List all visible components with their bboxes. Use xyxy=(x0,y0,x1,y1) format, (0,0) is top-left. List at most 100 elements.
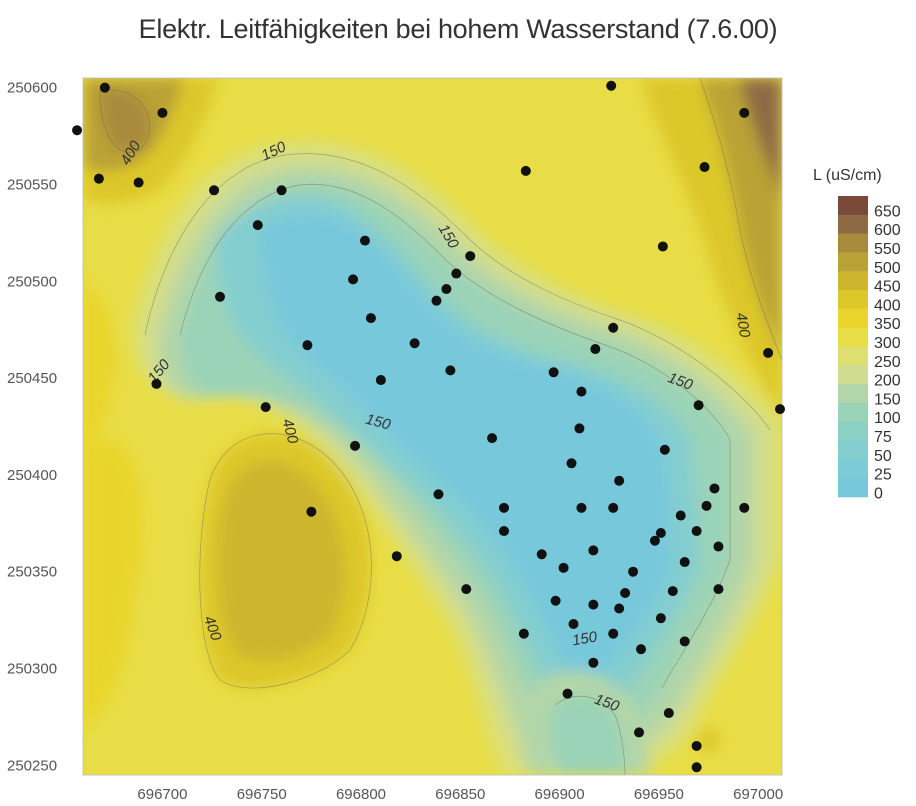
measurement-point xyxy=(365,313,376,324)
measurement-point xyxy=(441,284,452,295)
legend-swatch xyxy=(838,252,868,272)
legend-swatch xyxy=(838,196,868,216)
measurement-point xyxy=(391,551,402,562)
y-axis: 250250 250300 250350 250400 250450 250500 2505… xyxy=(7,80,57,775)
measurement-point xyxy=(433,489,444,500)
y-tick-label: 250400 xyxy=(7,467,57,484)
legend-swatch xyxy=(838,290,868,310)
measurement-point xyxy=(775,404,786,415)
y-tick-label: 250450 xyxy=(7,370,57,387)
y-tick-label: 250550 xyxy=(7,176,57,193)
x-tick-label: 696700 xyxy=(137,786,187,803)
legend-label: 500 xyxy=(874,260,901,277)
legend-label: 550 xyxy=(874,241,901,258)
y-tick-label: 250300 xyxy=(7,661,57,678)
legend-label: 200 xyxy=(874,373,901,390)
measurement-point xyxy=(679,557,690,568)
measurement-point xyxy=(691,762,702,773)
measurement-point xyxy=(348,274,359,285)
measurement-point xyxy=(576,502,587,513)
x-tick-label: 696750 xyxy=(237,786,287,803)
measurement-point xyxy=(614,475,625,486)
measurement-point xyxy=(518,628,529,639)
legend-label: 100 xyxy=(874,410,901,427)
measurement-point xyxy=(667,586,678,597)
measurement-point xyxy=(590,344,601,355)
legend-label: 75 xyxy=(874,429,892,446)
legend-swatch xyxy=(838,346,868,366)
measurement-point xyxy=(350,440,361,451)
legend-swatch xyxy=(838,271,868,291)
x-tick-label: 696950 xyxy=(634,786,684,803)
measurement-point xyxy=(133,177,144,188)
measurement-point xyxy=(151,378,162,389)
measurement-point xyxy=(691,526,702,537)
legend-swatch xyxy=(838,233,868,253)
measurement-point xyxy=(536,549,547,560)
measurement-point xyxy=(636,644,647,655)
chart-title: Elektr. Leitfähigkeiten bei hohem Wasser… xyxy=(138,14,778,44)
measurement-point xyxy=(763,347,774,358)
measurement-point xyxy=(375,375,386,386)
legend-label: 600 xyxy=(874,222,901,239)
legend-label: 350 xyxy=(874,316,901,333)
x-tick-label: 697000 xyxy=(733,786,783,803)
legend-label: 25 xyxy=(874,467,892,484)
contour-label: 150 xyxy=(571,628,599,649)
measurement-points xyxy=(72,80,786,773)
measurement-point xyxy=(739,502,750,513)
measurement-point xyxy=(431,295,442,306)
plot-frame xyxy=(82,77,783,776)
measurement-point xyxy=(659,444,670,455)
measurement-point xyxy=(679,636,690,647)
measurement-point xyxy=(93,173,104,184)
legend-swatch xyxy=(838,308,868,329)
measurement-point xyxy=(306,506,317,517)
legend-swatch xyxy=(838,365,868,385)
measurement-point xyxy=(649,535,660,546)
measurement-point xyxy=(614,603,625,614)
measurement-point xyxy=(713,584,724,595)
measurement-point xyxy=(302,340,313,351)
legend-label: 50 xyxy=(874,448,892,465)
legend-swatch xyxy=(838,440,868,460)
legend-label: 300 xyxy=(874,335,901,352)
legend-label: 400 xyxy=(874,297,901,314)
y-tick-label: 250350 xyxy=(7,564,57,581)
legend-label: 650 xyxy=(874,203,901,220)
x-tick-label: 696850 xyxy=(435,786,485,803)
measurement-point xyxy=(72,125,83,136)
legend-swatch xyxy=(838,214,868,235)
measurement-point xyxy=(558,562,569,573)
measurement-point xyxy=(675,510,686,521)
measurement-point xyxy=(215,291,226,302)
measurement-point xyxy=(548,367,559,378)
legend-label: 0 xyxy=(874,485,883,502)
measurement-point xyxy=(620,588,631,599)
legend-swatch xyxy=(838,459,868,479)
measurement-point xyxy=(608,322,619,333)
measurement-point xyxy=(252,220,263,231)
measurement-point xyxy=(498,502,509,513)
legend-label: 150 xyxy=(874,391,901,408)
y-tick-label: 250250 xyxy=(7,757,57,774)
x-axis: 696700 696750 696800 696850 696900 696950 6970… xyxy=(137,786,783,803)
measurement-point xyxy=(588,599,599,610)
measurement-point xyxy=(657,241,668,252)
measurement-point xyxy=(699,162,710,173)
legend-title: L (uS/cm) xyxy=(813,167,882,184)
measurement-point xyxy=(576,386,587,397)
measurement-point xyxy=(276,185,287,196)
measurement-point xyxy=(520,165,531,176)
measurement-point xyxy=(451,268,462,279)
measurement-point xyxy=(445,365,456,376)
x-tick-label: 696800 xyxy=(336,786,386,803)
measurement-point xyxy=(465,251,476,262)
measurement-point xyxy=(498,526,509,537)
measurement-point xyxy=(701,500,712,511)
measurement-point xyxy=(568,618,579,629)
measurement-point xyxy=(260,402,271,413)
measurement-point xyxy=(574,423,585,434)
measurement-point xyxy=(99,82,110,93)
